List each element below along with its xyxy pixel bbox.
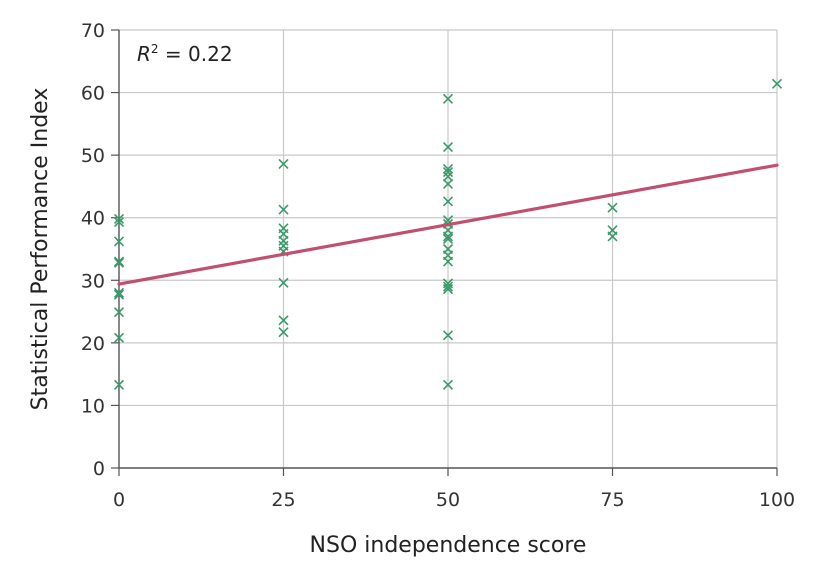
y-tick-label: 50 bbox=[81, 145, 105, 167]
data-point bbox=[278, 158, 289, 169]
data-point bbox=[113, 256, 125, 267]
x-tick-labels: 0 25 50 75 100 bbox=[113, 489, 795, 511]
data-point bbox=[278, 315, 289, 326]
data-point bbox=[113, 257, 125, 268]
y-tick-label: 20 bbox=[81, 333, 105, 355]
data-point bbox=[442, 178, 454, 189]
data-point bbox=[442, 163, 454, 174]
data-point bbox=[278, 204, 289, 215]
data-point bbox=[607, 231, 618, 242]
data-point bbox=[278, 327, 289, 338]
data-point bbox=[442, 93, 454, 104]
data-point bbox=[442, 196, 454, 207]
data-point bbox=[113, 287, 125, 298]
r-symbol: R bbox=[137, 42, 151, 66]
x-tick-label: 0 bbox=[113, 489, 125, 511]
data-point bbox=[113, 332, 125, 343]
y-tick-label: 0 bbox=[93, 458, 105, 480]
y-tick-labels: 0 10 20 30 40 50 60 70 bbox=[81, 20, 105, 480]
data-point bbox=[442, 233, 454, 245]
r-value: = 0.22 bbox=[159, 42, 233, 66]
data-point bbox=[442, 141, 454, 153]
data-point bbox=[442, 231, 454, 242]
data-point bbox=[771, 78, 783, 89]
data-point bbox=[442, 166, 454, 178]
axes bbox=[111, 29, 778, 476]
y-tick-label: 70 bbox=[81, 20, 105, 42]
data-point bbox=[278, 277, 289, 288]
x-tick-label: 25 bbox=[271, 489, 295, 511]
x-tick-label: 50 bbox=[436, 489, 460, 511]
data-point bbox=[442, 256, 454, 267]
x-axis-title: NSO independence score bbox=[310, 533, 587, 558]
r-squared-annotation: R2 = 0.22 bbox=[137, 42, 233, 66]
data-point bbox=[113, 217, 125, 228]
y-axis-title: Statistical Performance Index bbox=[28, 88, 53, 411]
y-tick-label: 30 bbox=[81, 270, 105, 292]
data-point bbox=[442, 283, 454, 295]
data-point bbox=[113, 307, 125, 318]
data-point bbox=[442, 379, 454, 390]
y-tick-label: 40 bbox=[81, 208, 105, 230]
data-point bbox=[607, 202, 618, 213]
gridlines bbox=[119, 29, 778, 468]
data-point bbox=[442, 330, 454, 341]
trendline-group bbox=[117, 163, 779, 286]
trendline bbox=[117, 163, 779, 286]
data-point bbox=[113, 213, 125, 225]
x-tick-label: 100 bbox=[759, 489, 795, 511]
data-point bbox=[113, 379, 125, 390]
x-tick-label: 75 bbox=[600, 489, 624, 511]
r-exponent: 2 bbox=[151, 42, 159, 56]
data-point bbox=[442, 171, 454, 182]
y-tick-label: 60 bbox=[81, 83, 105, 105]
data-point bbox=[442, 281, 454, 292]
data-point bbox=[113, 236, 125, 247]
data-point bbox=[113, 289, 125, 300]
y-tick-label: 10 bbox=[81, 395, 105, 417]
